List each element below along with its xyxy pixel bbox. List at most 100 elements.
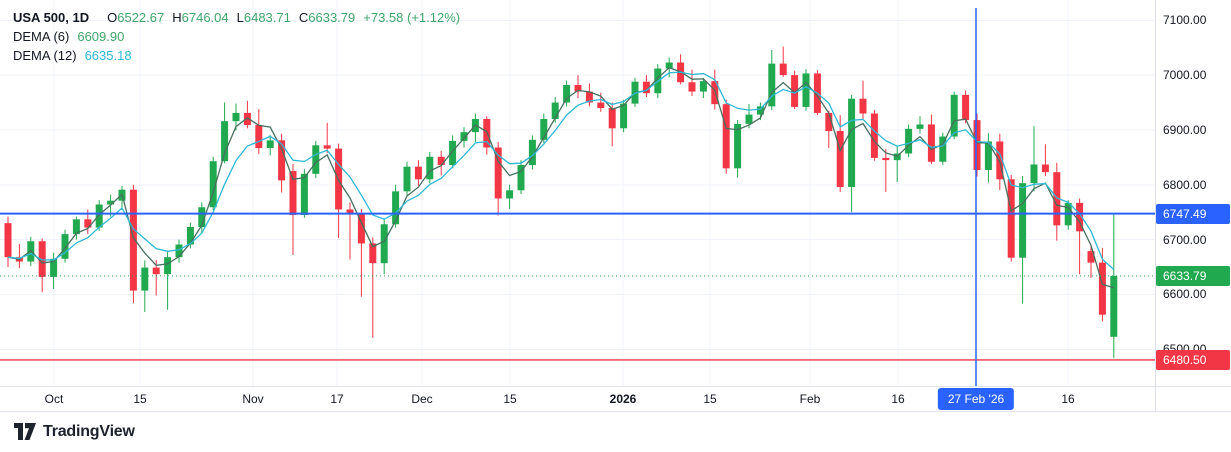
candle-body	[460, 132, 468, 141]
price-tick-label: 7000.00	[1163, 68, 1207, 83]
price-tick-label: 7100.00	[1163, 13, 1207, 28]
tradingview-brand-text[interactable]: TradingView	[43, 423, 135, 440]
candle-body	[551, 102, 559, 119]
candle-body	[84, 219, 92, 228]
candle-body	[859, 98, 867, 114]
legend-ohlc-row[interactable]: USA 500, 1D O6522.67 H6746.04 L6483.71 C6633…	[13, 8, 460, 27]
dema-line	[7, 71, 1115, 270]
candle-body	[574, 84, 582, 92]
candle-body	[312, 145, 320, 174]
candle-body	[4, 223, 12, 258]
time-tick-label: 15	[703, 392, 717, 406]
candle-body	[711, 81, 719, 105]
candle-body	[745, 114, 753, 124]
close-label: C	[298, 10, 309, 25]
candle-body	[870, 113, 878, 158]
candle-body	[61, 234, 69, 259]
candle-body	[620, 103, 628, 129]
time-badge: 27 Feb '26	[937, 388, 1015, 410]
candle-body	[1110, 275, 1118, 337]
candle-body	[973, 120, 981, 170]
candle-body	[563, 84, 571, 103]
candle-body	[927, 124, 935, 162]
candle-body	[848, 98, 856, 187]
candle-body	[699, 81, 707, 92]
candle-body	[243, 112, 251, 126]
candle-body	[905, 128, 913, 154]
price-badge: 6747.49	[1156, 203, 1230, 224]
symbol-title[interactable]: USA 500, 1D	[13, 10, 90, 25]
dema12-value: 6635.18	[84, 48, 132, 63]
time-tick-label: Dec	[411, 392, 433, 406]
candle-body	[221, 121, 229, 162]
candle-body	[1041, 164, 1049, 173]
candle-body	[1030, 164, 1038, 184]
footer: TradingView	[14, 423, 135, 441]
time-tick-label: Oct	[44, 392, 64, 406]
time-axis[interactable]: Oct 15 Nov 17 Dec 15 2026 15 Feb 16 16 27 Feb '26	[0, 387, 1231, 411]
close-value: 6633.79	[308, 10, 356, 25]
plot-bottom-divider	[0, 386, 1231, 387]
candle-body	[939, 136, 947, 162]
candle-body	[232, 112, 240, 122]
dema6-label: DEMA (6)	[13, 29, 70, 44]
candle-body	[1076, 202, 1084, 232]
candle-body	[688, 82, 696, 92]
indicator-row-dema12[interactable]: DEMA (12) 6635.18	[13, 46, 460, 65]
price-badge: 6633.79	[1156, 265, 1230, 286]
candle-body	[916, 124, 924, 129]
price-tick-label: 6900.00	[1163, 122, 1207, 137]
candle-body	[278, 140, 286, 181]
time-tick-label: 2026	[609, 392, 637, 406]
candle-body	[380, 224, 388, 264]
candle-body	[1007, 179, 1015, 258]
candle-body	[597, 102, 605, 109]
time-tick-label: 16	[891, 392, 905, 406]
candle-body	[506, 190, 514, 199]
candle-body	[107, 200, 115, 205]
candle-body	[437, 156, 445, 166]
indicator-row-dema6[interactable]: DEMA (6) 6609.90	[13, 27, 460, 46]
candle-body	[289, 171, 297, 215]
candle-body	[50, 258, 58, 277]
candle-body	[791, 75, 799, 107]
candle-body	[323, 145, 331, 149]
candle-body	[517, 165, 525, 191]
dema-line	[7, 66, 1114, 289]
candle-body	[414, 166, 422, 180]
candle-body	[1098, 262, 1106, 315]
time-tick-label: 15	[503, 392, 517, 406]
candle-body	[962, 94, 970, 121]
candle-body	[141, 267, 149, 291]
candle-body	[779, 63, 787, 76]
candle-body	[494, 147, 502, 199]
candle-body	[836, 131, 844, 187]
candle-body	[608, 108, 616, 129]
candle-body	[734, 123, 742, 169]
candle-body	[585, 91, 593, 103]
candle-body	[1019, 183, 1027, 258]
candle-body	[882, 157, 890, 161]
candle-body	[72, 219, 80, 235]
candle-body	[209, 161, 217, 208]
candle-body	[984, 141, 992, 170]
candle-body	[129, 189, 137, 291]
candle-body	[950, 94, 958, 137]
tradingview-logo-icon[interactable]	[14, 423, 36, 441]
time-tick-label: 16	[1061, 392, 1075, 406]
candle-body	[802, 73, 810, 107]
time-tick-label: 15	[133, 392, 147, 406]
candle-body	[300, 173, 308, 215]
chart-plot-area[interactable]: USA 500, 1D O6522.67 H6746.04 L6483.71 C6633…	[0, 0, 1155, 386]
candlestick-chart[interactable]	[0, 0, 1155, 386]
dema6-value: 6609.90	[77, 29, 125, 44]
high-value: 6746.04	[181, 10, 229, 25]
low-label: L	[236, 10, 244, 25]
candle-body	[528, 139, 536, 166]
change-value: +73.58 (+1.12%)	[363, 10, 461, 25]
candle-body	[38, 241, 46, 277]
price-axis[interactable]: 7100.00 7000.00 6900.00 6800.00 6700.00 6600.…	[1156, 0, 1231, 386]
candle-body	[449, 140, 457, 166]
candle-body	[164, 257, 172, 275]
